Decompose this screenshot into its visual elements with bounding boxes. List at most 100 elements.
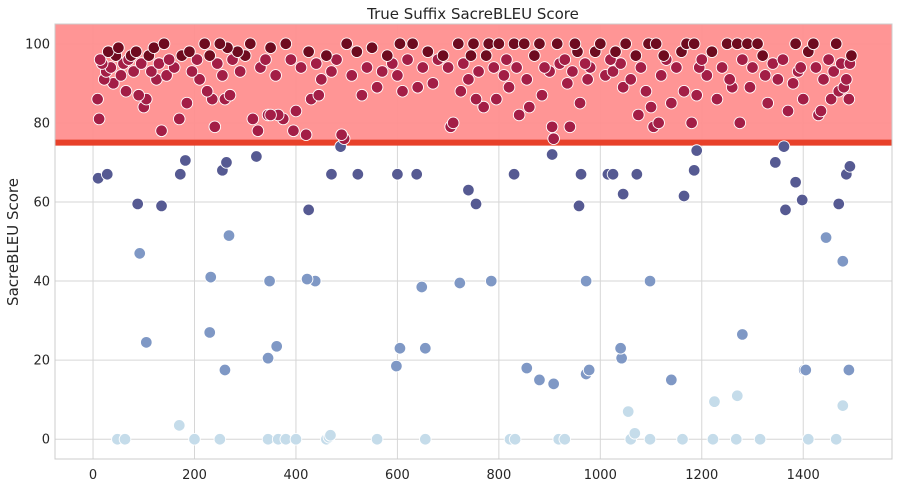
data-point <box>479 49 493 62</box>
data-point <box>802 432 815 446</box>
data-point <box>829 432 843 446</box>
data-point <box>410 168 423 181</box>
data-point <box>743 81 757 94</box>
data-point <box>269 69 282 82</box>
data-point <box>340 37 353 51</box>
data-point <box>710 92 724 106</box>
data-point <box>845 49 858 62</box>
data-point <box>302 45 315 58</box>
data-point <box>822 53 835 66</box>
data-point <box>508 432 522 446</box>
data-point <box>687 164 701 177</box>
data-point <box>264 108 277 122</box>
data-point <box>561 77 574 90</box>
data-point <box>579 274 593 288</box>
data-point <box>695 53 709 66</box>
data-point <box>512 108 526 122</box>
data-point <box>545 120 559 134</box>
data-point <box>708 395 721 408</box>
data-point <box>180 96 194 110</box>
data-point <box>609 45 622 58</box>
data-point <box>155 199 168 213</box>
data-point <box>211 57 224 70</box>
data-point <box>758 69 772 82</box>
data-point <box>462 73 475 86</box>
data-point <box>832 197 845 211</box>
data-point <box>497 69 511 82</box>
data-point <box>796 92 810 106</box>
data-point <box>284 53 298 66</box>
data-point <box>817 73 830 86</box>
data-point <box>829 37 843 51</box>
data-point <box>809 61 823 74</box>
data-point <box>131 197 144 211</box>
data-point <box>619 37 632 51</box>
data-point <box>190 53 204 66</box>
data-point <box>360 61 374 74</box>
data-point <box>753 432 767 446</box>
data-point <box>244 37 257 51</box>
data-point <box>736 53 749 66</box>
data-point <box>558 432 572 446</box>
data-point <box>350 45 364 58</box>
data-point <box>502 81 516 94</box>
data-point <box>203 49 216 62</box>
data-point <box>300 272 314 286</box>
data-point <box>781 104 795 118</box>
data-point <box>836 255 850 268</box>
data-point <box>441 61 455 74</box>
data-point <box>487 61 501 74</box>
data-point <box>452 37 465 51</box>
plot-frame <box>54 23 893 460</box>
data-point <box>819 231 833 244</box>
data-point <box>454 84 468 98</box>
data-point <box>312 88 326 102</box>
data-point <box>614 342 627 355</box>
data-point <box>287 124 300 138</box>
data-point <box>535 88 549 102</box>
data-point <box>309 57 323 70</box>
data-point <box>616 187 630 201</box>
data-point <box>550 37 564 51</box>
data-point <box>563 120 577 134</box>
data-point <box>381 49 394 62</box>
data-point <box>204 270 217 284</box>
data-point <box>507 168 521 181</box>
data-point <box>203 326 216 339</box>
data-point <box>477 100 490 114</box>
data-point <box>733 116 747 130</box>
data-point <box>325 168 338 181</box>
data-point <box>690 88 703 102</box>
data-point <box>547 132 560 145</box>
data-point <box>133 247 146 260</box>
data-point <box>213 37 227 51</box>
data-point <box>643 432 657 446</box>
data-point <box>419 342 432 355</box>
data-point <box>756 49 769 62</box>
data-point <box>129 45 143 58</box>
data-point <box>469 92 483 106</box>
data-point <box>390 359 403 373</box>
y-tick-label: 100 <box>25 37 50 52</box>
data-point <box>233 65 247 78</box>
data-point <box>250 150 263 163</box>
data-point <box>222 229 236 242</box>
data-point <box>246 112 260 126</box>
data-point <box>807 37 820 51</box>
data-point <box>365 41 379 54</box>
data-point <box>644 100 658 114</box>
data-point <box>676 432 689 446</box>
data-point <box>208 120 222 134</box>
data-point <box>325 65 338 78</box>
data-point <box>510 61 523 74</box>
data-point <box>157 37 171 51</box>
data-point <box>621 405 635 418</box>
data-point <box>185 65 199 78</box>
data-point <box>606 65 620 78</box>
data-point <box>639 84 653 98</box>
data-point <box>538 61 551 74</box>
data-point <box>723 73 736 86</box>
y-axis-ticks: 0 20 40 60 80 100 <box>25 37 50 447</box>
data-point <box>145 65 158 78</box>
data-point <box>419 432 432 446</box>
